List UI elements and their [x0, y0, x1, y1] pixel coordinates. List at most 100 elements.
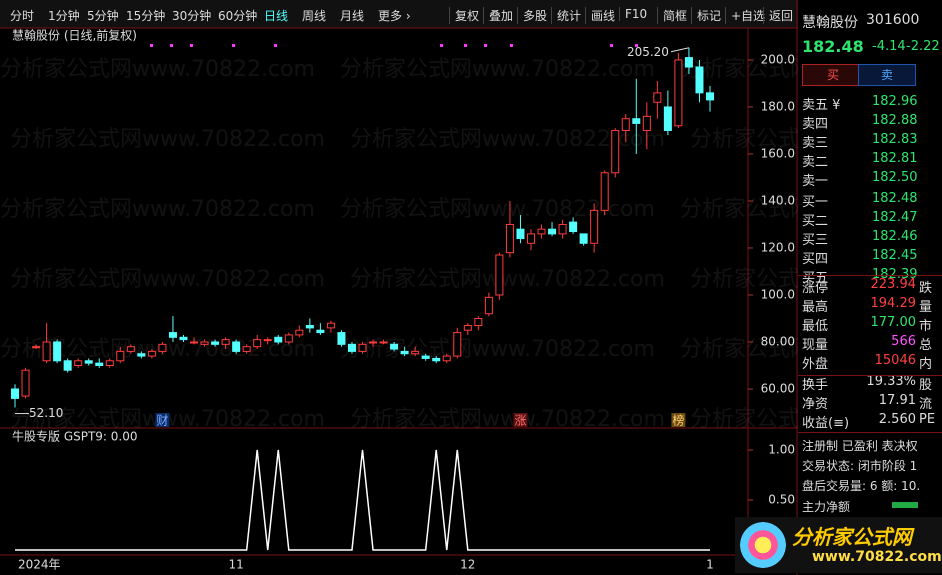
- logo-url: www.70822.com: [812, 549, 942, 565]
- watermark: 分析家公式网www.70822.com: [10, 127, 325, 152]
- change: -4.14: [872, 39, 906, 54]
- candle-body: [242, 346, 251, 352]
- candle-body: [168, 332, 177, 338]
- candle-body: [211, 341, 220, 345]
- watermark: 分析家公式网www.70822.com: [680, 197, 798, 222]
- chart-area: 慧翰股份 (日线,前复权) 牛股专版 GSPT9: 0.00 分析家公式网www…: [0, 0, 798, 575]
- candle-body: [105, 360, 114, 366]
- stat-value: 17.91: [878, 393, 916, 408]
- period-tab[interactable]: 5分钟: [87, 9, 119, 23]
- price: 182.48: [802, 37, 864, 56]
- buy-button[interactable]: 买: [802, 64, 864, 86]
- stat-value: 194.29: [870, 296, 917, 311]
- signal-dot: [150, 44, 153, 47]
- order-price: 182.39: [872, 267, 918, 282]
- candle-body: [432, 357, 441, 362]
- candle-body: [316, 329, 325, 334]
- candle-body: [390, 343, 399, 350]
- stat-label: 现量: [802, 338, 829, 353]
- period-tab[interactable]: 30分钟: [172, 9, 212, 23]
- candle-body: [684, 57, 693, 68]
- y-tick-label: 100.0: [761, 287, 795, 301]
- tool-button[interactable]: 统计: [551, 7, 581, 24]
- event-marker: [155, 413, 170, 427]
- sell-button[interactable]: 卖: [858, 64, 916, 86]
- stat-value: 177.00: [870, 315, 917, 330]
- candle-body: [453, 332, 462, 357]
- period-tab[interactable]: 分时: [10, 9, 35, 23]
- period-tab[interactable]: 更多 ›: [378, 9, 411, 23]
- signal-dot: [170, 44, 173, 47]
- stat-value: 566: [891, 334, 916, 349]
- y-tick-label: 120.0: [761, 240, 795, 254]
- info-line: 交易状态: 闭市阶段 1: [802, 459, 918, 473]
- change-pct: -2.22: [906, 39, 940, 54]
- event-marker-label: 榜: [672, 413, 684, 428]
- tool-button[interactable]: 多股: [517, 7, 547, 24]
- order-label: 卖三: [802, 136, 829, 151]
- tool-button[interactable]: 简框: [657, 7, 687, 24]
- annotation: 205.20: [627, 45, 669, 59]
- order-price: 182.47: [872, 210, 918, 225]
- candle-body: [516, 228, 525, 240]
- watermark: 分析家公式网www.70822.com: [350, 267, 665, 292]
- period-tab[interactable]: 月线: [340, 9, 365, 23]
- candle-body: [463, 325, 472, 331]
- period-tab[interactable]: 1分钟: [48, 9, 80, 23]
- separator: [798, 275, 942, 276]
- tool-button[interactable]: 复权: [449, 7, 479, 24]
- signal-dot: [440, 44, 443, 47]
- candle-body: [663, 106, 672, 131]
- signal-dot: [190, 44, 193, 47]
- tool-button[interactable]: 叠加: [483, 7, 513, 24]
- info-line: 盘后交易量: 6 额: 10.: [802, 479, 921, 493]
- stat-extra: 市: [919, 319, 933, 334]
- stat-value: 15046: [874, 353, 916, 368]
- candle-body: [42, 341, 51, 362]
- candle-body: [158, 343, 167, 352]
- chart-title: 慧翰股份 (日线,前复权): [12, 28, 137, 43]
- candle-body: [379, 341, 388, 344]
- stock-code: 301600: [866, 12, 920, 28]
- tool-button[interactable]: 返回: [763, 7, 793, 24]
- candle-body: [621, 118, 630, 131]
- stat-extra: 跌: [919, 281, 933, 296]
- separator: [798, 432, 942, 433]
- watermark: 分析家公式网www.70822.com: [340, 57, 655, 82]
- candle-body: [84, 360, 93, 364]
- tool-button[interactable]: +自选: [725, 7, 765, 24]
- candle-body: [179, 336, 188, 341]
- tool-button[interactable]: F10: [619, 7, 647, 21]
- order-label: 卖四: [802, 117, 829, 132]
- candle-body: [558, 223, 567, 235]
- x-tick-label: 2024年: [18, 558, 61, 572]
- signal-dot: [635, 44, 638, 47]
- signal-dot: [464, 44, 467, 47]
- candle-body: [442, 355, 451, 362]
- tool-button[interactable]: 画线: [585, 7, 615, 24]
- candle-body: [347, 343, 356, 352]
- watermark: 分析家公式网www.70822.com: [680, 337, 798, 362]
- y-tick-label: 160.0: [761, 146, 795, 160]
- tool-button[interactable]: 标记: [691, 7, 721, 24]
- toolbar-bg: [0, 0, 798, 28]
- period-tab[interactable]: 15分钟: [126, 9, 166, 23]
- order-label: 卖五 ¥: [802, 98, 841, 113]
- candle-body: [53, 341, 62, 362]
- candle-body: [369, 341, 378, 344]
- info-line: 注册制 已盈利 表决权: [802, 439, 918, 453]
- candle-body: [190, 341, 199, 344]
- stat-extra: 总: [919, 338, 933, 353]
- period-tab[interactable]: 日线: [264, 9, 289, 23]
- period-tab[interactable]: 周线: [302, 9, 327, 23]
- candle-body: [74, 360, 83, 366]
- order-price: 182.88: [872, 113, 918, 128]
- signal-dot: [510, 44, 513, 47]
- candle-body: [653, 92, 662, 103]
- candle-body: [253, 339, 262, 348]
- candle-body: [137, 353, 146, 357]
- candle-body: [495, 254, 504, 296]
- period-tab[interactable]: 60分钟: [218, 9, 258, 23]
- stat-extra: 流: [919, 397, 933, 412]
- indicator-title: 牛股专版 GSPT9: 0.00: [12, 429, 138, 444]
